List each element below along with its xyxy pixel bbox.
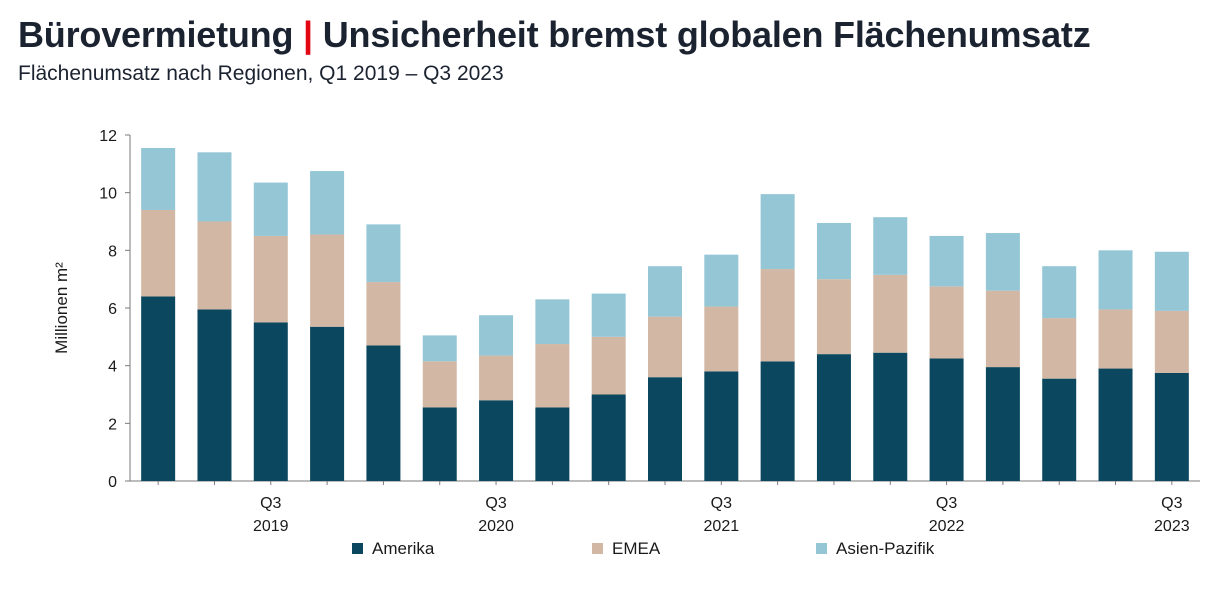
- legend-swatch: [816, 543, 827, 554]
- bar-segment-asien-pazifik: [366, 224, 401, 283]
- y-tick-label: 10: [99, 186, 117, 203]
- bar-segment-amerika: [141, 296, 176, 481]
- y-tick-label: 8: [108, 243, 117, 260]
- bar-segment-asien-pazifik: [985, 233, 1020, 291]
- x-tick-label: Q3: [1161, 495, 1182, 512]
- legend-label: Amerika: [372, 539, 435, 558]
- bar-segment-emea: [1098, 309, 1133, 369]
- bar-segment-asien-pazifik: [1154, 251, 1189, 311]
- bar-segment-amerika: [366, 345, 401, 481]
- bar-segment-emea: [253, 235, 288, 323]
- bar-segment-asien-pazifik: [929, 235, 964, 287]
- bar-segment-amerika: [760, 361, 795, 481]
- bar-segment-amerika: [704, 371, 739, 481]
- legend-swatch: [352, 543, 363, 554]
- bar-segment-asien-pazifik: [197, 152, 232, 222]
- bar-segment-asien-pazifik: [1042, 266, 1077, 319]
- bar-segment-amerika: [197, 309, 232, 481]
- bar-segment-emea: [422, 361, 457, 408]
- x-tick-label: Q3: [485, 495, 506, 512]
- bar-segment-amerika: [310, 326, 345, 481]
- x-tick-label: 2023: [1154, 518, 1190, 535]
- title-part1: Bürovermietung: [18, 14, 294, 55]
- bar-segment-amerika: [1154, 372, 1189, 481]
- chart-subtitle: Flächenumsatz nach Regionen, Q1 2019 – Q…: [18, 62, 504, 85]
- bar-segment-amerika: [648, 377, 682, 481]
- bar-segment-emea: [310, 234, 345, 327]
- bar-segment-emea: [760, 269, 795, 362]
- x-tick-label: 2022: [929, 518, 965, 535]
- bar-segment-amerika: [591, 394, 626, 481]
- bar-segment-asien-pazifik: [422, 335, 457, 362]
- bar-segment-amerika: [479, 400, 514, 481]
- y-tick-label: 2: [108, 416, 117, 433]
- bar-segment-asien-pazifik: [873, 217, 908, 275]
- bar-segment-emea: [816, 279, 851, 355]
- bar-segment-emea: [648, 316, 682, 378]
- chart-title: Bürovermietung | Unsicherheit bremst glo…: [18, 14, 1091, 56]
- x-tick-label: Q3: [711, 495, 732, 512]
- x-tick-label: 2019: [253, 518, 289, 535]
- bar-segment-emea: [704, 306, 739, 372]
- x-tick-label: Q3: [936, 495, 957, 512]
- bar-segment-emea: [929, 286, 964, 359]
- bar-segment-amerika: [929, 358, 964, 481]
- bar-segment-asien-pazifik: [310, 171, 345, 235]
- bar-segment-amerika: [422, 407, 457, 481]
- bar-segment-emea: [873, 274, 908, 353]
- bar-segment-asien-pazifik: [591, 293, 626, 337]
- y-tick-label: 0: [108, 474, 117, 491]
- bar-segment-asien-pazifik: [1098, 250, 1133, 310]
- bar-segment-emea: [535, 344, 570, 408]
- bar-segment-asien-pazifik: [253, 182, 288, 236]
- bar-segment-asien-pazifik: [704, 254, 739, 307]
- bar-segment-amerika: [535, 407, 570, 481]
- y-tick-label: 6: [108, 301, 117, 318]
- bar-segment-emea: [1154, 310, 1189, 373]
- y-tick-label: 4: [108, 359, 117, 376]
- bar-segment-amerika: [873, 352, 908, 481]
- legend-swatch: [592, 543, 603, 554]
- bar-segment-amerika: [253, 322, 288, 481]
- y-tick-label: 12: [99, 128, 117, 145]
- bar-segment-asien-pazifik: [648, 266, 682, 317]
- bar-segment-asien-pazifik: [535, 299, 570, 345]
- bar-segment-amerika: [816, 354, 851, 481]
- x-tick-label: Q3: [260, 495, 281, 512]
- bar-segment-amerika: [1098, 368, 1133, 481]
- bar-segment-emea: [197, 221, 232, 310]
- bar-segment-asien-pazifik: [816, 222, 851, 280]
- y-axis-label: Millionen m²: [52, 262, 71, 354]
- bar-segment-emea: [366, 282, 401, 346]
- x-tick-label: 2021: [704, 518, 740, 535]
- legend-label: Asien-Pazifik: [836, 539, 935, 558]
- bar-segment-asien-pazifik: [141, 147, 176, 210]
- bar-segment-asien-pazifik: [760, 194, 795, 270]
- bar-segment-emea: [479, 355, 514, 401]
- bar-segment-emea: [141, 209, 176, 297]
- bar-segment-emea: [1042, 318, 1077, 379]
- title-part2: Unsicherheit bremst globalen Flächenumsa…: [322, 14, 1091, 55]
- legend-label: EMEA: [612, 539, 661, 558]
- bar-segment-amerika: [1042, 378, 1077, 481]
- bar-segment-emea: [591, 336, 626, 395]
- title-separator: |: [303, 14, 313, 55]
- bar-segment-amerika: [985, 367, 1020, 481]
- bar-segment-asien-pazifik: [479, 315, 514, 356]
- x-tick-label: 2020: [478, 518, 514, 535]
- bar-segment-emea: [985, 290, 1020, 368]
